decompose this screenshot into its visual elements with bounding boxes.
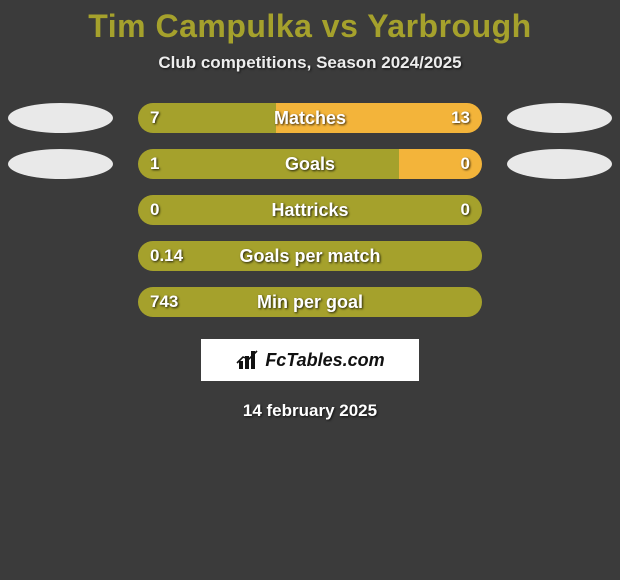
vs-label: vs <box>322 8 359 44</box>
stat-label: Goals <box>138 149 482 179</box>
player2-name: Yarbrough <box>367 8 532 44</box>
team-ellipse-left <box>8 103 113 133</box>
stat-bar: 713Matches <box>138 103 482 133</box>
subtitle: Club competitions, Season 2024/2025 <box>0 53 620 73</box>
stat-bar: 743Min per goal <box>138 287 482 317</box>
comparison-card: Tim Campulka vs Yarbrough Club competiti… <box>0 0 620 580</box>
stat-bar: 00Hattricks <box>138 195 482 225</box>
stat-label: Min per goal <box>138 287 482 317</box>
stat-row: 00Hattricks <box>0 195 620 241</box>
stat-label: Hattricks <box>138 195 482 225</box>
team-ellipse-left <box>8 149 113 179</box>
logo-box[interactable]: FcTables.com <box>201 339 419 381</box>
stat-row: 743Min per goal <box>0 287 620 333</box>
stat-bar: 10Goals <box>138 149 482 179</box>
date-label: 14 february 2025 <box>0 401 620 421</box>
stat-row: 713Matches <box>0 103 620 149</box>
page-title: Tim Campulka vs Yarbrough <box>0 8 620 45</box>
team-ellipse-right <box>507 149 612 179</box>
player1-name: Tim Campulka <box>88 8 312 44</box>
stat-row: 0.14Goals per match <box>0 241 620 287</box>
stat-bar: 0.14Goals per match <box>138 241 482 271</box>
logo-text: FcTables.com <box>265 350 384 371</box>
stat-label: Matches <box>138 103 482 133</box>
stat-row: 10Goals <box>0 149 620 195</box>
stats-container: 713Matches 10Goals 00Hattricks 0.14Goals pe… <box>0 103 620 333</box>
team-ellipse-right <box>507 103 612 133</box>
chart-icon <box>235 349 261 371</box>
stat-label: Goals per match <box>138 241 482 271</box>
